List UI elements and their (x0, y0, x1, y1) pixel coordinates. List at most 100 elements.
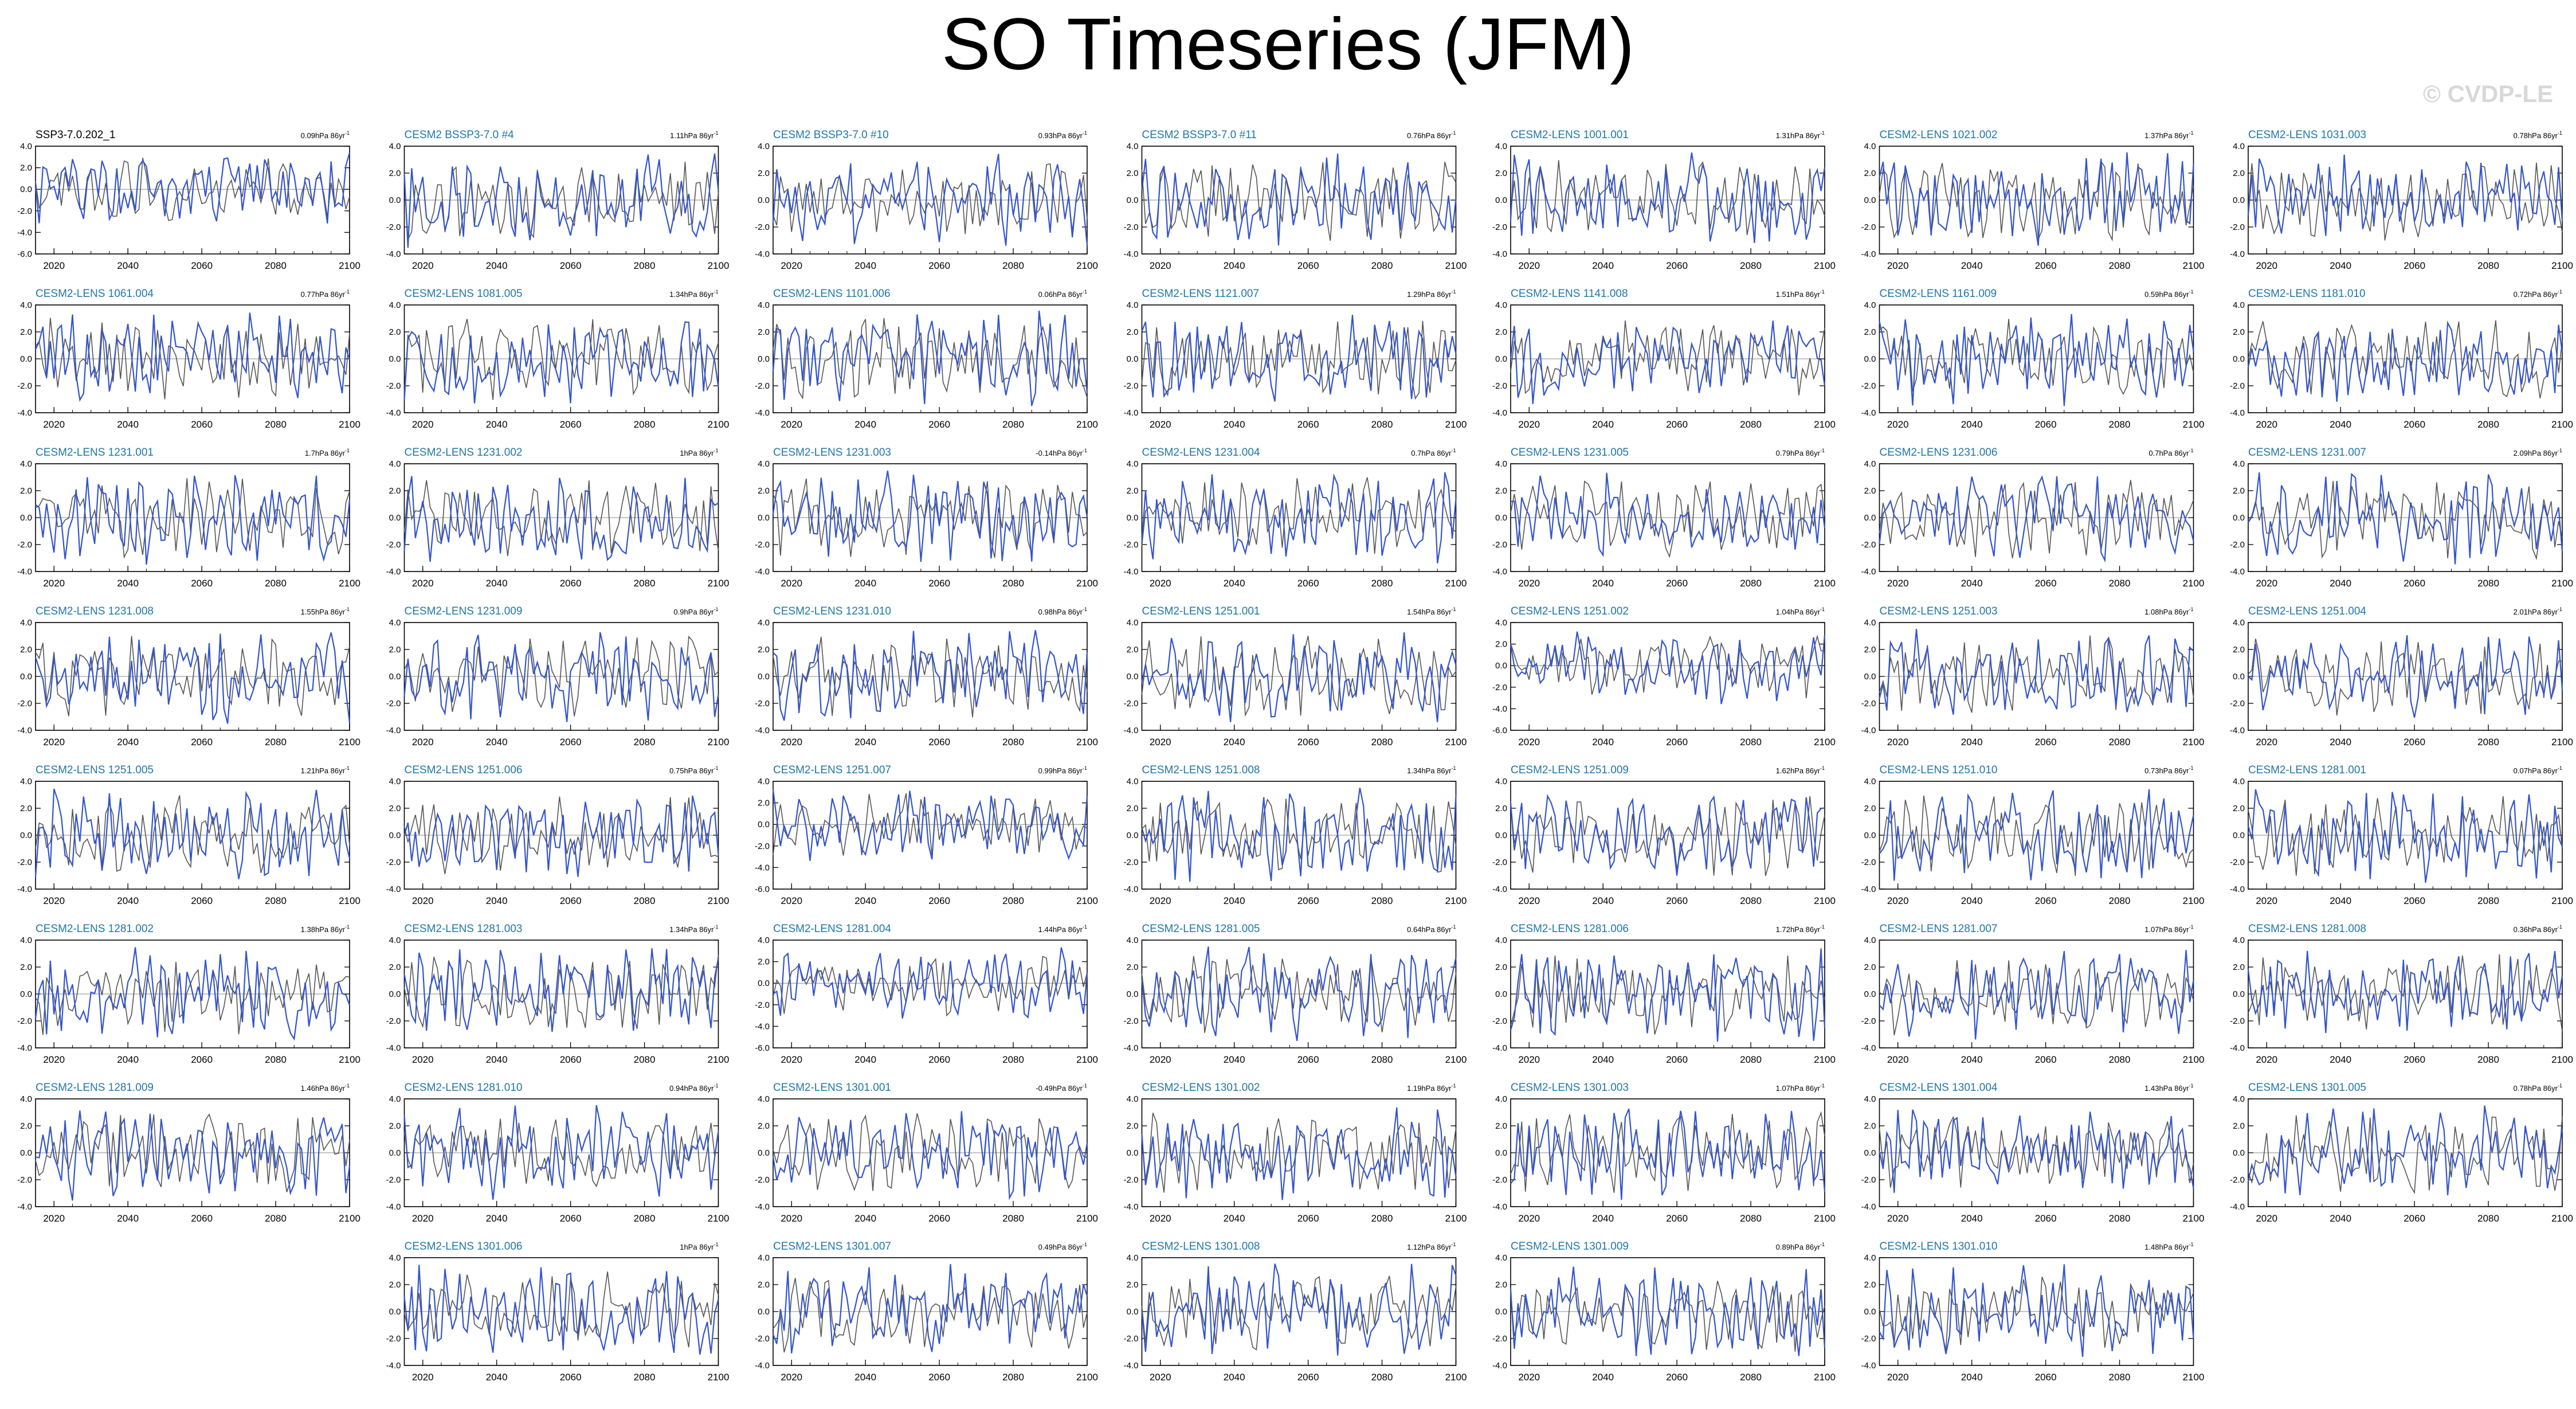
y-tick-label: -4.0 (386, 1202, 401, 1212)
y-tick-label: 2.0 (389, 962, 401, 972)
model-series-line (2247, 950, 2563, 1034)
y-tick-label: -4.0 (1492, 1043, 1507, 1053)
x-tick-label: 2100 (2183, 895, 2205, 906)
y-tick-label: -4.0 (1492, 1202, 1507, 1212)
x-tick-label: 2080 (1740, 1372, 1762, 1383)
y-tick-label: -2.0 (1492, 858, 1507, 867)
x-tick-label: 2040 (486, 1372, 508, 1383)
model-series-line (403, 795, 719, 877)
x-tick-label: 2080 (1740, 895, 1762, 906)
y-tick-label: 0.0 (758, 672, 770, 682)
x-tick-label: 2060 (560, 1372, 582, 1383)
y-tick-label: -2.0 (1861, 222, 1876, 232)
trend-label: 1.19hPa 86yr-1 (1407, 1083, 1456, 1093)
y-tick-label: 4.0 (20, 459, 32, 469)
y-tick-label: 0.0 (2233, 195, 2245, 205)
y-tick-label: -4.0 (17, 228, 32, 237)
y-tick-label: 0.0 (1127, 831, 1139, 840)
model-series-line (1879, 475, 2194, 563)
y-tick-label: -4.0 (1492, 408, 1507, 418)
x-tick-label: 2080 (2477, 260, 2499, 271)
x-tick-label: 2060 (1666, 578, 1688, 589)
timeseries-panel: CESM2-LENS 1231.009 0.9hPa 86yr-1 4.0 2.0 0.… (386, 605, 730, 747)
trend-label: 1.72hPa 86yr-1 (1776, 924, 1825, 934)
trend-label: 0.59hPa 86yr-1 (2144, 289, 2193, 299)
y-tick-label: 0.0 (20, 354, 32, 364)
timeseries-panel: CESM2-LENS 1251.005 1.21hPa 86yr-1 4.0 2.0 0… (17, 764, 360, 906)
y-tick-label: 4.0 (758, 142, 770, 151)
x-tick-label: 2100 (708, 737, 730, 747)
trend-label: 1.44hPa 86yr-1 (1038, 924, 1087, 934)
x-tick-label: 2040 (1961, 578, 1983, 589)
y-tick-label: -4.0 (755, 1021, 770, 1031)
y-tick-label: 0.0 (758, 354, 770, 364)
y-tick-label: -4.0 (17, 726, 32, 735)
observed-series-line (403, 319, 719, 400)
y-tick-label: -4.0 (1861, 726, 1876, 735)
x-tick-label: 2080 (2109, 419, 2131, 430)
x-tick-label: 2080 (1740, 419, 1762, 430)
y-tick-label: 2.0 (758, 645, 770, 655)
observed-series-line (403, 1118, 719, 1188)
observed-series-line (2248, 162, 2563, 241)
observed-series-line (773, 318, 1088, 400)
y-tick-label: 4.0 (2233, 618, 2245, 628)
timeseries-panel: CESM2 BSSP3-7.0 #11 0.76hPa 86yr-1 4.0 2.0 0… (1124, 129, 1467, 271)
model-series-line (403, 321, 719, 404)
y-tick-label: -4.0 (1492, 567, 1507, 577)
trend-label: 0.98hPa 86yr-1 (1038, 606, 1087, 616)
x-tick-label: 2080 (2477, 737, 2499, 747)
observed-series-line (1879, 1277, 2194, 1351)
y-tick-label: -2.0 (17, 381, 32, 391)
x-tick-label: 2080 (1740, 260, 1762, 271)
y-tick-label: 0.0 (20, 513, 32, 523)
y-tick-label: 2.0 (758, 169, 770, 178)
model-series-line (1509, 320, 1826, 404)
trend-label: 1.48hPa 86yr-1 (2144, 1242, 2193, 1251)
x-tick-label: 2040 (1961, 737, 1983, 747)
timeseries-panel: CESM2-LENS 1281.006 1.72hPa 86yr-1 4.0 2.0 0… (1492, 923, 1836, 1065)
x-tick-label: 2020 (1518, 737, 1540, 747)
y-tick-label: 4.0 (2233, 1094, 2245, 1104)
x-tick-label: 2100 (1445, 1372, 1467, 1383)
x-tick-label: 2100 (1076, 1054, 1098, 1065)
x-tick-label: 2100 (339, 737, 360, 747)
y-tick-label: -4.0 (1124, 567, 1139, 577)
y-tick-label: 0.0 (1495, 195, 1507, 205)
panel-label: CESM2-LENS 1251.009 (1511, 764, 1629, 776)
x-tick-label: 2020 (781, 1372, 802, 1383)
y-tick-label: -2.0 (755, 381, 770, 391)
x-tick-label: 2060 (1666, 895, 1688, 906)
model-series-line (1879, 314, 2194, 406)
y-tick-label: 4.0 (1864, 142, 1876, 151)
y-tick-label: -2.0 (1124, 222, 1139, 232)
x-tick-label: 2080 (265, 260, 287, 271)
y-tick-label: 0.0 (389, 513, 401, 523)
y-tick-label: 0.0 (389, 989, 401, 999)
x-tick-label: 2060 (191, 578, 213, 589)
y-tick-label: -2.0 (386, 222, 401, 232)
x-tick-label: 2100 (1445, 895, 1467, 906)
panel-label: CESM2-LENS 1231.005 (1511, 447, 1629, 459)
x-tick-label: 2060 (560, 895, 582, 906)
y-tick-label: 2.0 (20, 645, 32, 655)
model-series-line (403, 476, 719, 562)
y-tick-label: -2.0 (386, 699, 401, 709)
y-tick-label: 0.0 (20, 831, 32, 840)
x-tick-label: 2100 (1076, 895, 1098, 906)
y-tick-label: 0.0 (1495, 1307, 1507, 1317)
panel-label: CESM2-LENS 1301.003 (1511, 1082, 1629, 1094)
timeseries-panel: CESM2-LENS 1281.009 1.46hPa 86yr-1 4.0 2.0 0… (17, 1082, 360, 1224)
x-tick-label: 2060 (191, 419, 213, 430)
timeseries-panel: CESM2 BSSP3-7.0 #4 1.11hPa 86yr-1 4.0 2.0 0.… (386, 129, 730, 271)
y-tick-label: 4.0 (1495, 936, 1507, 945)
y-tick-label: 4.0 (20, 777, 32, 786)
x-tick-label: 2100 (1076, 260, 1098, 271)
y-tick-label: -2.0 (755, 1000, 770, 1010)
x-tick-label: 2060 (1297, 260, 1319, 271)
panel-label: CESM2-LENS 1281.003 (405, 923, 523, 935)
y-tick-label: 0.0 (389, 1307, 401, 1317)
y-tick-label: 0.0 (1495, 831, 1507, 840)
model-series-line (403, 1265, 719, 1355)
trend-label: 0.72hPa 86yr-1 (2514, 289, 2562, 299)
